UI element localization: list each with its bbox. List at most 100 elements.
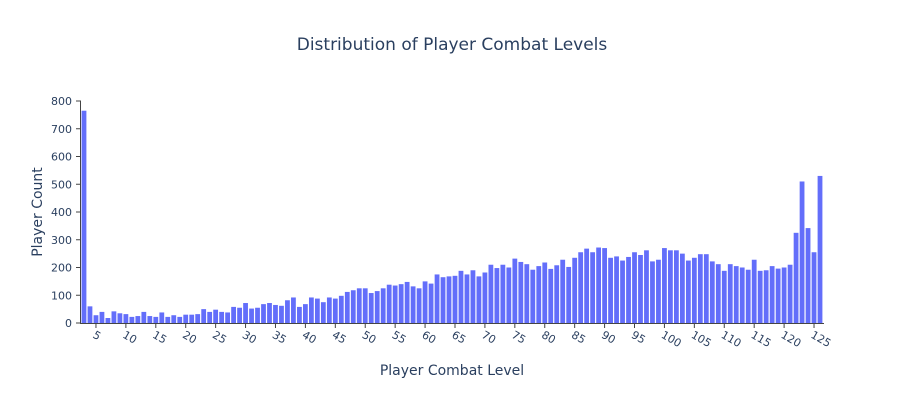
bars-group	[81, 110, 823, 324]
bar-level-59	[416, 288, 422, 323]
bar-level-116	[757, 270, 763, 323]
bar-level-37	[285, 300, 290, 323]
bar-level-30	[243, 303, 248, 323]
bar-level-61	[428, 283, 434, 323]
x-tick-label-5: 5	[90, 328, 103, 343]
bar-level-10	[123, 314, 129, 323]
y-tick-label-100: 100	[51, 289, 72, 302]
bar-level-90	[602, 248, 607, 323]
x-tick-label-95: 95	[629, 328, 648, 346]
bar-level-46	[338, 295, 344, 323]
bar-level-64	[446, 276, 452, 323]
bar-level-47	[344, 291, 350, 323]
bar-level-86	[578, 252, 584, 323]
bar-level-60	[422, 281, 428, 324]
bar-level-102	[674, 250, 679, 323]
bar-level-26	[219, 311, 225, 323]
bar-level-56	[398, 284, 404, 323]
bar-level-96	[638, 255, 643, 323]
bar-level-123	[799, 181, 805, 323]
bar-level-19	[177, 316, 183, 323]
bar-level-105	[691, 257, 697, 323]
bar-level-89	[596, 247, 601, 323]
bar-level-91	[608, 257, 613, 323]
bar-level-49	[356, 288, 362, 323]
bar-level-57	[404, 281, 410, 323]
x-tick-label-75: 75	[509, 328, 528, 346]
chart-title: Distribution of Player Combat Levels	[297, 35, 608, 55]
x-tick-label-110: 110	[719, 328, 744, 350]
bar-level-84	[566, 266, 572, 323]
bar-level-7	[105, 318, 111, 323]
x-tick-label-30: 30	[240, 328, 259, 346]
bar-level-92	[614, 256, 619, 323]
bar-level-40	[303, 304, 308, 323]
bar-level-8	[111, 311, 117, 323]
bar-level-48	[350, 290, 356, 323]
bar-level-9	[117, 313, 123, 323]
bar-level-4	[87, 306, 93, 323]
y-tick-label-800: 800	[51, 95, 72, 108]
bar-level-51	[368, 293, 374, 323]
bar-level-114	[745, 269, 751, 323]
bar-level-58	[410, 286, 416, 323]
bar-level-66	[458, 270, 464, 323]
bar-level-120	[781, 267, 787, 323]
bar-level-29	[237, 307, 242, 323]
y-tick-label-700: 700	[51, 123, 72, 136]
bar-level-41	[308, 297, 314, 323]
bar-level-83	[560, 259, 566, 323]
bar-level-13	[141, 311, 147, 323]
bar-level-6	[99, 311, 105, 323]
bar-level-75	[512, 258, 518, 323]
y-tick-label-400: 400	[51, 206, 72, 219]
bar-level-28	[231, 306, 236, 323]
x-tick-label-65: 65	[449, 328, 468, 346]
bar-level-17	[165, 316, 171, 323]
bar-level-94	[626, 256, 631, 323]
bar-level-81	[548, 268, 554, 323]
bar-level-24	[207, 311, 213, 323]
bar-level-80	[542, 262, 548, 323]
bar-level-68	[470, 270, 476, 323]
x-tick-label-120: 120	[779, 328, 804, 350]
bar-level-32	[255, 307, 260, 323]
x-tick-label-10: 10	[120, 328, 139, 346]
bar-level-109	[715, 264, 721, 323]
y-tick-label-0: 0	[65, 317, 72, 330]
bar-level-50	[362, 288, 368, 323]
bar-level-5	[93, 315, 99, 323]
bar-level-14	[147, 316, 153, 323]
bar-level-97	[644, 250, 649, 323]
y-tick-label-200: 200	[51, 262, 72, 275]
bar-level-95	[632, 252, 637, 323]
bar-level-115	[751, 259, 757, 323]
bar-level-21	[189, 314, 195, 323]
bar-level-16	[159, 312, 165, 323]
x-axis-title: Player Combat Level	[380, 363, 524, 379]
bar-level-11	[129, 316, 135, 323]
bar-level-112	[733, 266, 739, 323]
x-tick-label-85: 85	[569, 328, 588, 346]
bar-level-124	[805, 228, 811, 323]
x-tick-label-45: 45	[330, 328, 349, 346]
bar-level-42	[314, 298, 320, 323]
bar-level-65	[452, 275, 458, 323]
bar-level-117	[763, 270, 769, 323]
bar-level-85	[572, 257, 578, 323]
bar-level-125	[811, 252, 817, 323]
x-tick-label-60: 60	[420, 328, 439, 346]
bar-level-108	[709, 261, 715, 323]
bar-level-20	[183, 314, 189, 323]
bar-level-63	[440, 277, 446, 323]
x-tick-label-80: 80	[539, 328, 558, 346]
x-tick-label-70: 70	[479, 328, 498, 346]
x-ticks-group: 5 10 15 20 25 30 35 40 45 50 55 60 65 70 75 80 85 90 95 100…	[90, 323, 833, 350]
bar-level-71	[488, 264, 494, 323]
bar-level-52	[374, 291, 380, 323]
x-tick-label-90: 90	[599, 328, 618, 346]
bar-level-36	[279, 305, 284, 323]
bar-level-27	[225, 312, 230, 323]
bar-level-106	[697, 254, 703, 323]
x-tick-label-100: 100	[659, 328, 684, 350]
